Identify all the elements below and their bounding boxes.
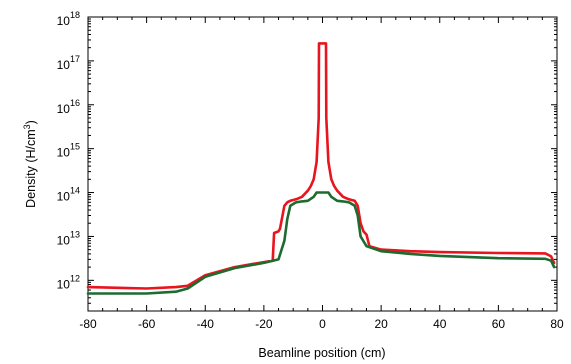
x-tick-label: -20 [255,317,273,331]
x-tick-label: 60 [492,317,506,331]
x-axis-ticks: -80 -60 -40 -20 0 20 40 60 80 [79,17,564,331]
y-tick-label: 1017 [57,54,80,72]
plot-frame [87,16,558,312]
x-tick-label: -40 [197,317,215,331]
y-tick-label: 1013 [57,229,80,247]
x-axis-label: Beamline position (cm) [258,346,385,360]
y-axis-ticks: 1012 1013 1014 1015 1016 1017 1018 [57,10,557,312]
x-tick-label: 40 [433,317,447,331]
series-group [86,42,556,295]
y-tick-label: 1016 [57,98,80,116]
series-line-1 [86,42,556,290]
x-tick-label: 0 [319,317,326,331]
x-tick-label: -80 [79,317,97,331]
series-line-2 [86,191,556,295]
x-tick-label: 20 [374,317,388,331]
y-tick-label: 1015 [57,142,80,160]
y-tick-label: 1012 [57,273,80,291]
x-tick-label: -60 [138,317,156,331]
x-tick-label: 80 [550,317,564,331]
y-tick-label: 1014 [57,186,80,204]
y-axis-label-superscript: 3 [22,124,32,129]
y-axis-label: Density (H/cm3) [22,120,38,208]
y-tick-label: 1018 [57,10,80,28]
